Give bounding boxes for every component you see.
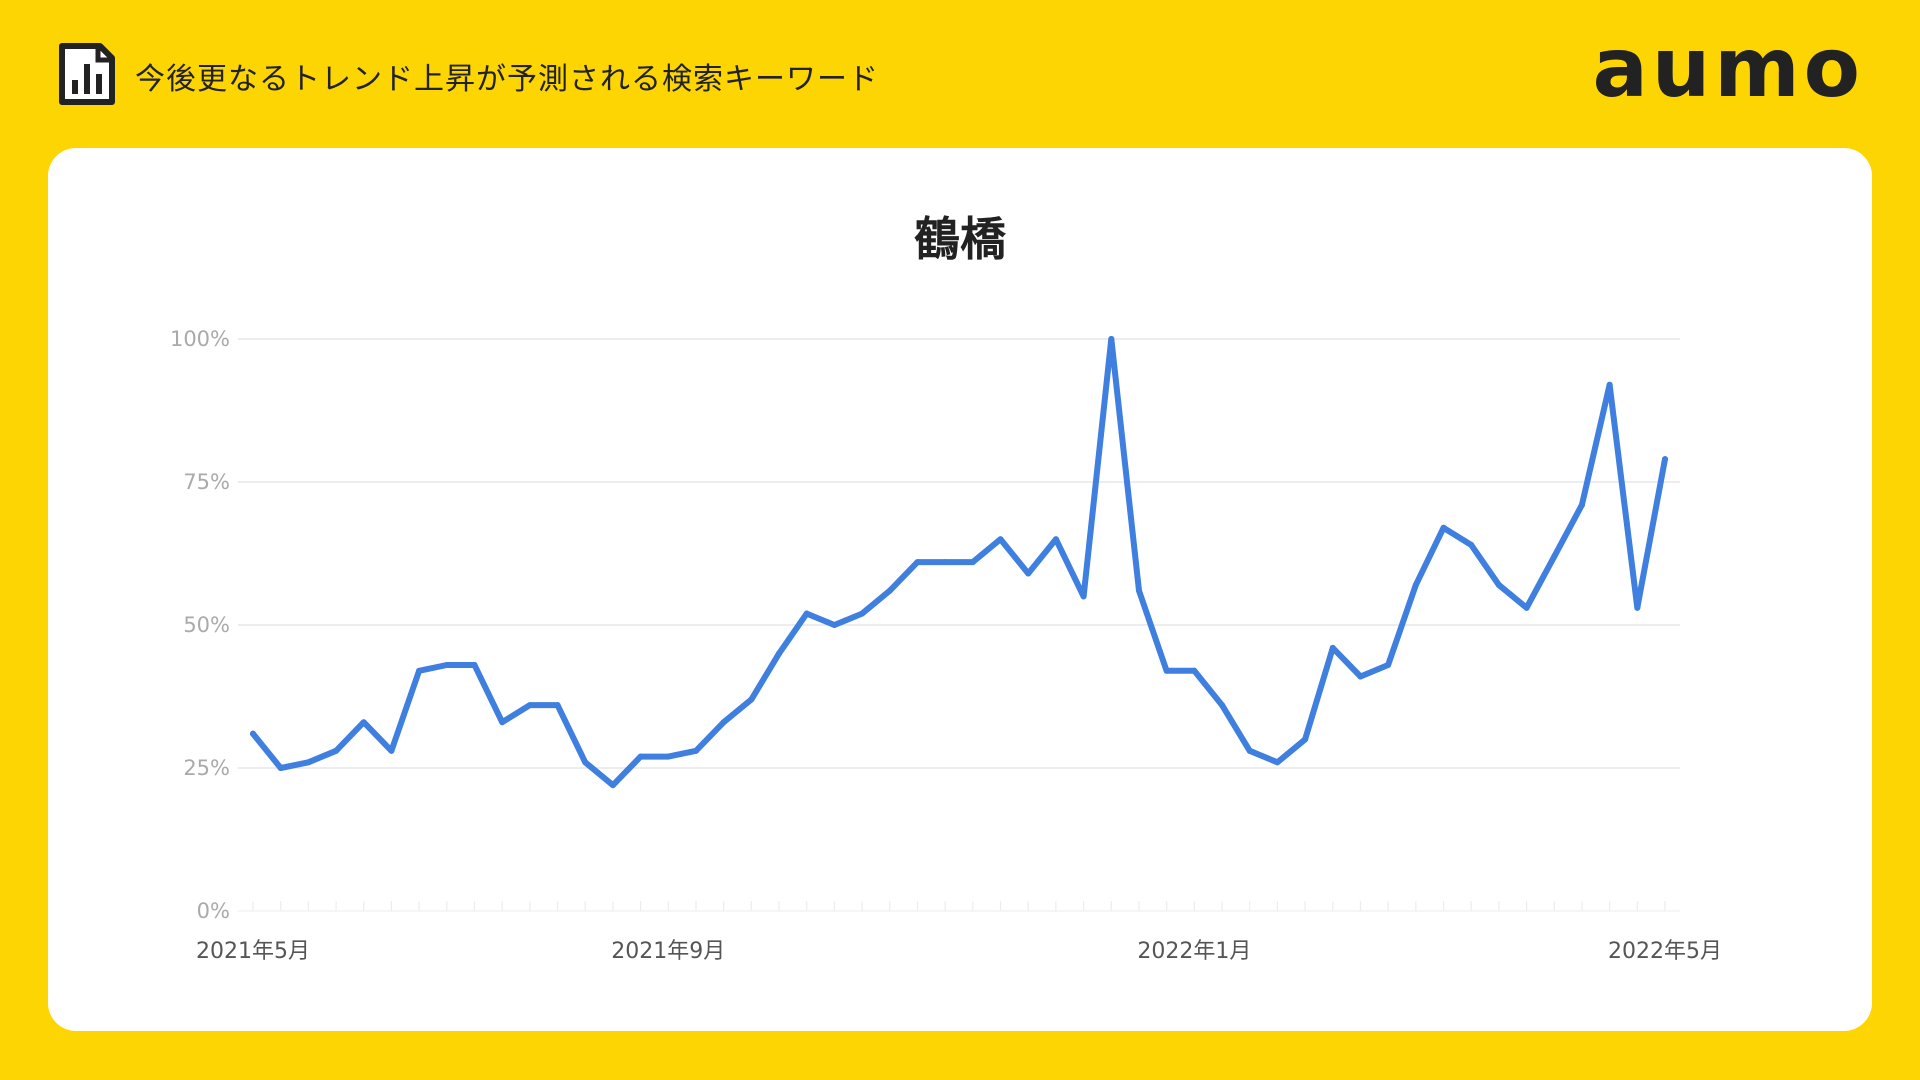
data-point-11 [554,702,561,709]
data-point-46 [1523,604,1530,611]
data-point-20 [803,610,810,617]
data-point-15 [665,753,672,760]
series-line [250,336,1668,789]
y-tick-label-3: 75% [183,470,230,494]
x-tick-labels: 2021年5月 2021年9月 2022年1月 2022年5月 [196,939,1722,964]
data-point-7 [443,662,450,669]
y-tick-label-2: 50% [183,613,230,637]
data-point-33 [1163,667,1170,674]
data-point-50 [1634,604,1641,611]
y-tick-label-1: 25% [183,756,230,780]
data-point-23 [886,587,893,594]
data-point-22 [859,610,866,617]
bar-chart-icon [59,43,115,105]
data-point-49 [1606,381,1613,388]
data-point-39 [1329,644,1336,651]
data-point-12 [582,759,589,766]
chart-title: 鶴橋 [914,212,1006,266]
data-point-32 [1135,587,1142,594]
x-tick-label-2: 2022年1月 [1137,939,1251,964]
header-title: 今後更なるトレンド上昇が予測される検索キーワード [135,62,879,97]
data-points [250,336,1668,789]
y-tick-labels: 0% 25% 50% 75% 100% [170,327,230,923]
line-chart: 0%25%50%75%100% 2021年5月 2021年9月 2022年1月 202… [170,327,1722,964]
data-point-9 [499,719,506,726]
data-point-51 [1662,456,1668,463]
data-point-2 [305,759,312,766]
y-tick-label-4: 100% [170,327,230,351]
x-tick-label-0: 2021年5月 [196,939,310,964]
data-point-26 [969,559,976,566]
data-point-1 [277,765,284,771]
x-tick-label-1: 2021年9月 [611,939,725,964]
data-point-4 [360,719,367,726]
data-point-40 [1357,673,1364,680]
data-point-41 [1385,662,1392,669]
chart-card: 鶴橋 0% 25% 50% 75% 100% 2021年5月 2021年9月 2022年1月… [48,148,1872,1031]
aumo-logo: aumo [1592,21,1864,116]
data-point-31 [1108,336,1115,342]
data-point-36 [1246,747,1253,754]
data-point-16 [692,747,699,754]
x-tick-marks [252,901,1666,911]
data-point-19 [776,650,783,657]
data-point-47 [1551,553,1558,560]
grid-layer [238,338,1680,912]
data-point-43 [1440,524,1447,531]
data-point-34 [1191,667,1198,674]
y-tick-label-0: 0% [197,899,230,923]
data-point-44 [1468,541,1475,548]
data-point-17 [720,719,727,726]
data-point-6 [416,667,423,674]
data-point-48 [1578,501,1585,508]
data-point-35 [1219,702,1226,709]
data-point-42 [1412,581,1419,588]
data-point-14 [637,753,644,760]
data-point-13 [609,782,616,789]
data-point-25 [942,559,949,566]
data-point-38 [1302,736,1309,743]
data-point-5 [388,747,395,754]
data-point-0 [250,730,256,737]
data-point-27 [997,536,1004,543]
data-point-8 [471,662,478,669]
data-point-30 [1080,593,1087,600]
data-point-28 [1025,570,1032,577]
data-point-18 [748,696,755,703]
data-point-29 [1052,536,1059,543]
data-point-37 [1274,759,1281,766]
data-point-24 [914,559,921,566]
data-point-10 [526,702,533,709]
data-point-21 [831,622,838,628]
data-point-45 [1495,581,1502,588]
x-tick-label-3: 2022年5月 [1608,939,1722,964]
data-point-3 [333,747,340,754]
